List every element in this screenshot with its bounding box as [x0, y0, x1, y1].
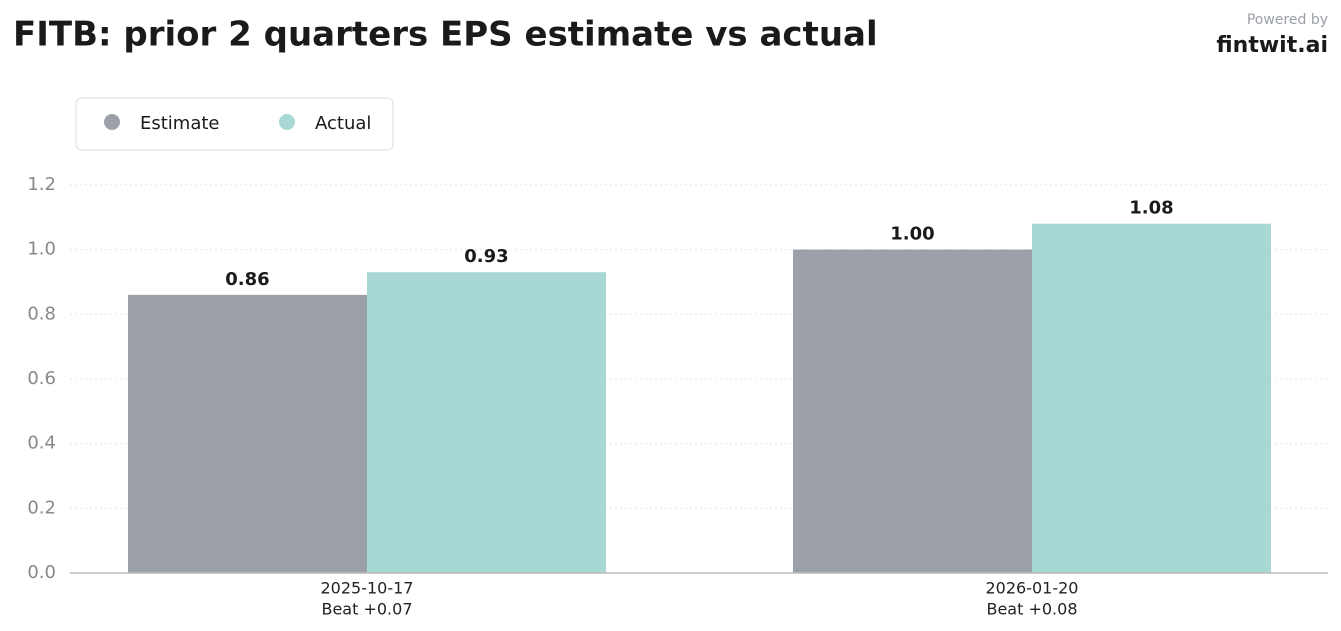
watermark-caption: Powered by	[1247, 12, 1328, 28]
y-tick-label: 0.8	[27, 303, 56, 324]
bar	[793, 249, 1032, 573]
watermark-brand: fintwit.ai	[1216, 33, 1328, 58]
y-tick-label: 1.2	[27, 174, 56, 195]
bar	[367, 272, 606, 573]
x-tick-label: 2026-01-20	[986, 579, 1079, 598]
x-tick-sublabel: Beat +0.08	[986, 600, 1077, 619]
bar	[1032, 223, 1271, 573]
legend-marker	[104, 114, 120, 130]
value-label: 1.00	[890, 224, 934, 245]
y-tick-label: 0.6	[27, 368, 56, 389]
x-tick-label: 2025-10-17	[321, 579, 414, 598]
chart-title: FITB: prior 2 quarters EPS estimate vs a…	[13, 15, 878, 55]
y-tick-label: 0.2	[27, 497, 56, 518]
x-tick-sublabel: Beat +0.07	[321, 600, 412, 619]
value-label: 0.93	[464, 246, 508, 267]
value-label: 1.08	[1129, 198, 1173, 219]
legend-label: Actual	[315, 113, 371, 134]
value-label: 0.86	[225, 269, 269, 290]
y-tick-label: 1.0	[27, 239, 56, 260]
legend-marker	[279, 114, 295, 130]
y-tick-label: 0.0	[27, 562, 56, 583]
legend-label: Estimate	[140, 113, 220, 134]
y-tick-label: 0.4	[27, 433, 56, 454]
legend-box	[75, 97, 394, 151]
bar	[128, 294, 367, 573]
